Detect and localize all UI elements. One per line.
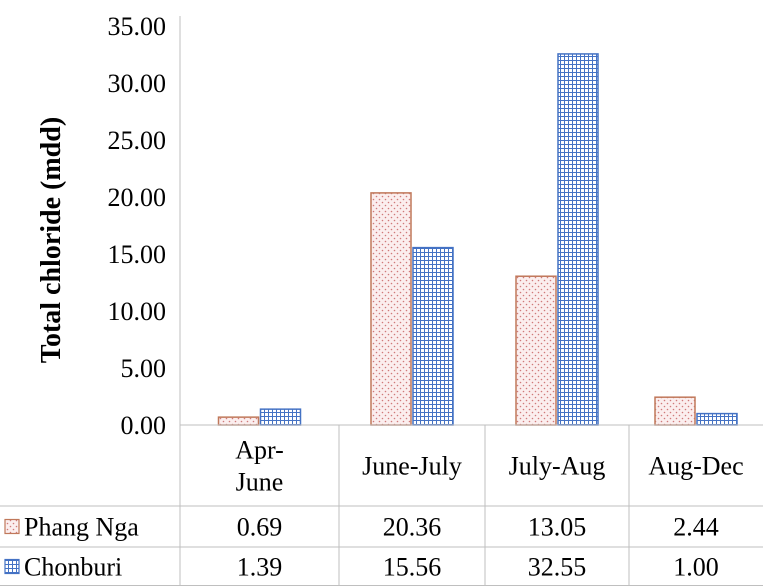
table-value: 15.56	[383, 553, 442, 582]
legend-label: Phang Nga	[24, 513, 139, 542]
y-axis-label: Total chloride (mdd)	[36, 117, 67, 363]
bars	[217, 53, 738, 426]
bar-chonburi-2	[412, 246, 454, 426]
bar-phang-nga-1	[217, 416, 260, 426]
category-label: Aug-Dec	[648, 452, 743, 481]
legend-swatch-phang-nga	[4, 518, 20, 535]
table-value: 1.00	[673, 553, 719, 582]
table-value: 1.39	[237, 553, 283, 582]
bar-chonburi-4	[696, 412, 738, 426]
y-tick-label: 25.00	[108, 126, 167, 155]
bar-phang-nga-3	[515, 275, 557, 426]
bar-chonburi-1	[259, 408, 302, 426]
category-label: July-Aug	[509, 452, 606, 481]
table-value: 32.55	[528, 553, 587, 582]
table-value: 20.36	[383, 513, 442, 542]
table-value: 2.44	[673, 513, 719, 542]
legend-swatch-chonburi	[4, 558, 20, 575]
y-tick-label: 15.00	[108, 240, 167, 269]
y-tick-label: 0.00	[121, 411, 167, 440]
category-label: June	[236, 468, 284, 497]
y-tick-label: 35.00	[108, 12, 167, 41]
table-value: 13.05	[528, 513, 587, 542]
y-tick-label: 5.00	[121, 354, 167, 383]
table-value: 0.69	[237, 513, 283, 542]
bar-phang-nga-4	[654, 396, 696, 426]
bar-chonburi-3	[557, 53, 599, 426]
category-label: June-July	[362, 452, 462, 481]
category-label: Apr-	[235, 436, 284, 465]
legend-label: Chonburi	[24, 553, 122, 582]
data-table: Apr- June June-July July-Aug Aug-Dec Phang Ng…	[0, 424, 763, 586]
y-axis-ticks: 0.00 5.00 10.00 15.00 20.00 25.00 30.00 35.00	[108, 12, 181, 440]
y-tick-label: 20.00	[108, 183, 167, 212]
y-tick-label: 10.00	[108, 297, 167, 326]
bar-phang-nga-2	[370, 192, 412, 426]
y-tick-label: 30.00	[108, 69, 167, 98]
